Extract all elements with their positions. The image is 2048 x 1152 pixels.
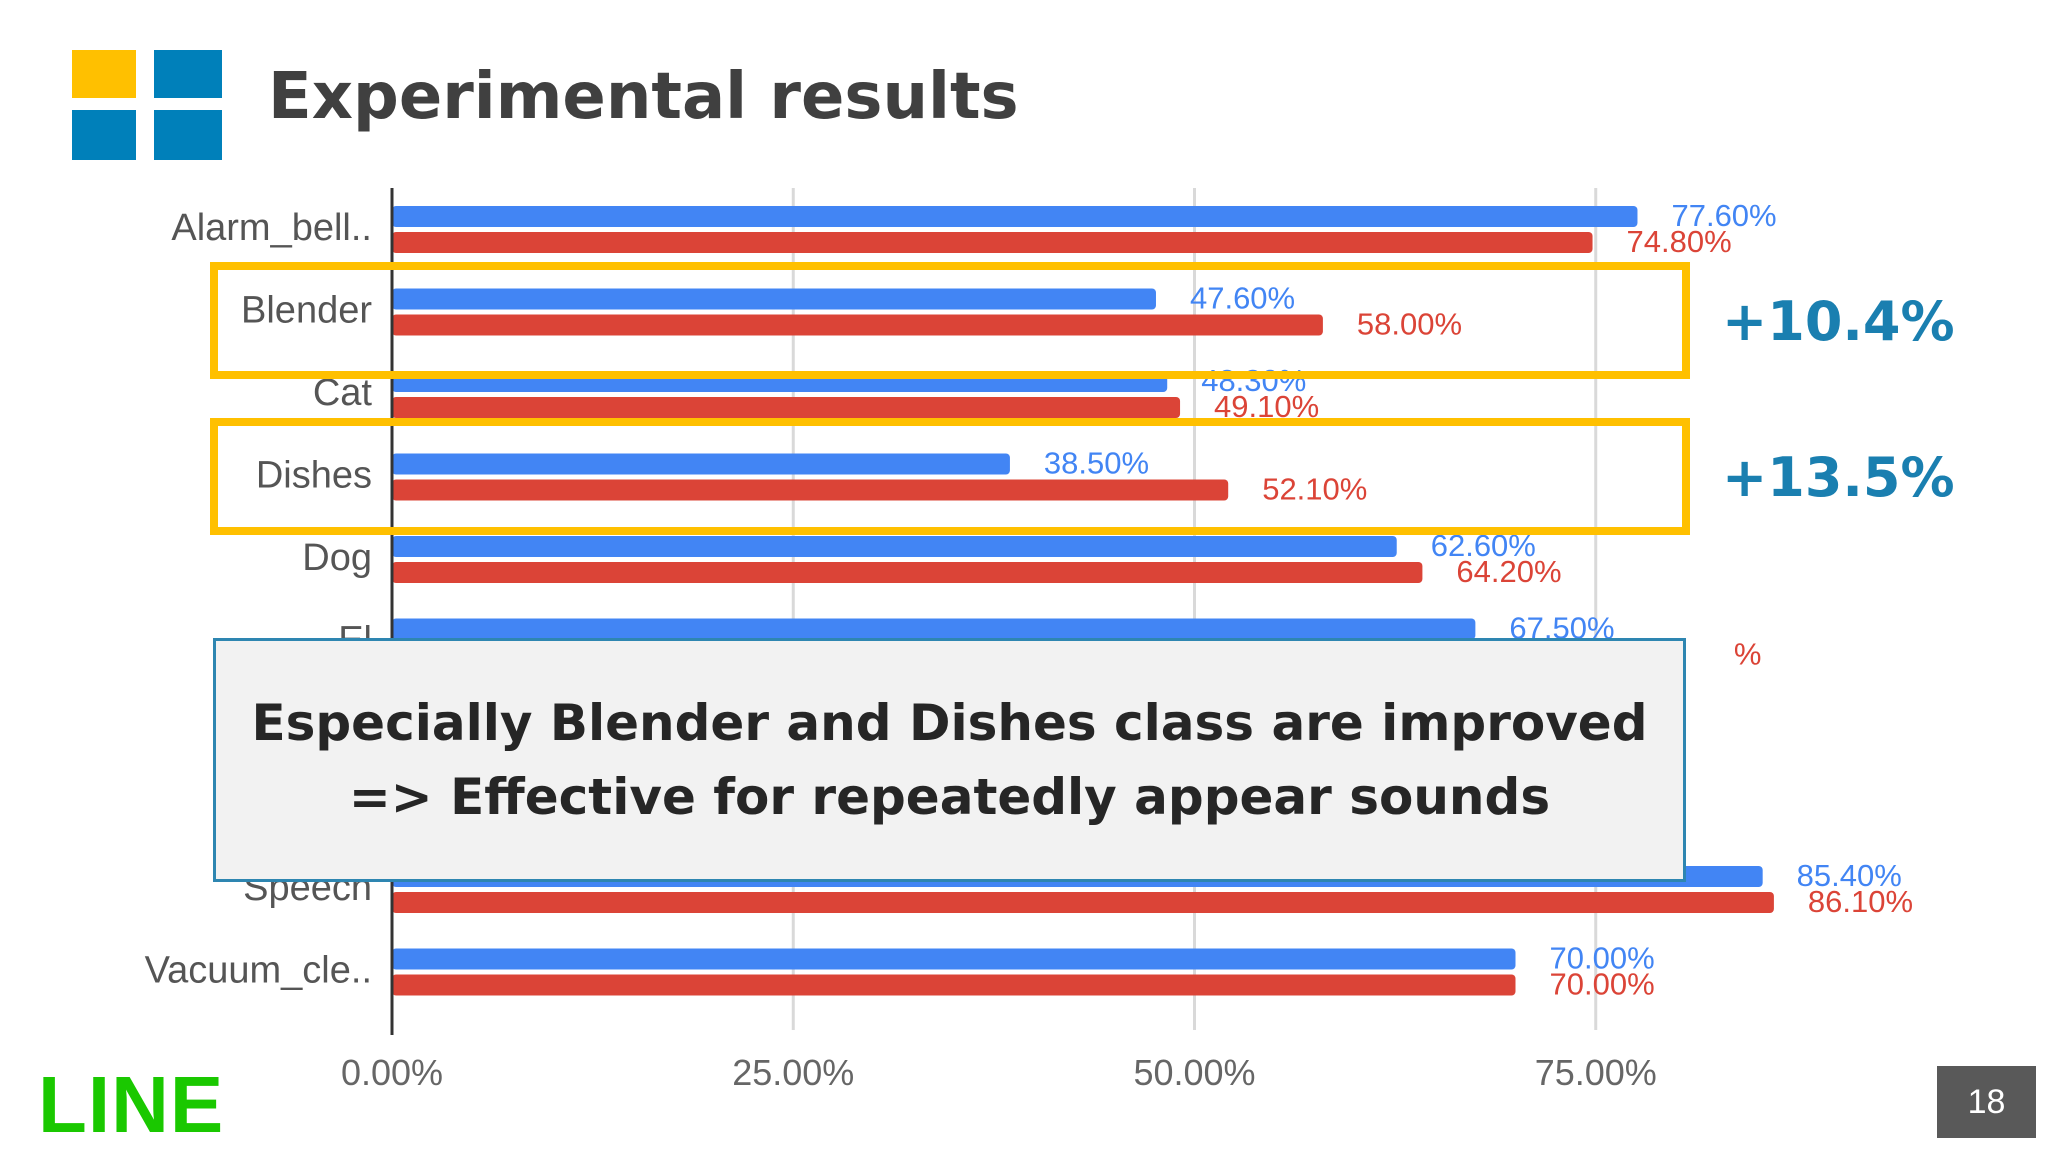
x-tick-label-3: 75.00% <box>1535 1052 1657 1093</box>
bar-red-9 <box>392 974 1516 996</box>
page-number: 18 <box>1937 1066 2036 1138</box>
value-label-blue-2: 48.30% <box>1201 363 1306 398</box>
value-label-blue-1: 47.60% <box>1190 281 1295 316</box>
improvement-label-dishes: +13.5% <box>1722 446 1955 509</box>
value-label-red-3: 52.10% <box>1262 472 1367 507</box>
slide-logo <box>72 50 222 160</box>
category-label-2: Cat <box>313 372 373 414</box>
x-tick-label-1: 25.00% <box>732 1052 854 1093</box>
brand-logo: LINE <box>38 1060 225 1149</box>
bar-blue-0 <box>392 206 1638 227</box>
bar-blue-9 <box>392 948 1516 970</box>
value-label-blue-8: 85.40% <box>1797 858 1902 893</box>
bar-blue-5 <box>392 618 1476 640</box>
value-label-red-1: 58.00% <box>1357 307 1462 342</box>
bar-red-1 <box>392 314 1323 336</box>
category-label-0: Alarm_bell.. <box>171 207 372 249</box>
bar-blue-4 <box>392 536 1397 557</box>
logo-square-blue-bottom-right <box>154 110 222 160</box>
bar-red-3 <box>392 479 1229 501</box>
x-tick-label-2: 50.00% <box>1133 1052 1255 1093</box>
bar-red-2 <box>392 397 1181 418</box>
bar-red-8 <box>392 892 1774 913</box>
value-label-blue-3: 38.50% <box>1044 446 1149 481</box>
x-tick-label-0: 0.00% <box>341 1052 443 1093</box>
improvement-label-blender: +10.4% <box>1722 290 1955 353</box>
category-label-4: Dog <box>302 537 372 579</box>
highlight-box-dishes <box>210 418 1690 535</box>
bar-blue-3 <box>392 453 1010 475</box>
value-label-red-4: 64.20% <box>1456 554 1561 589</box>
page-title: Experimental results <box>268 60 1019 134</box>
callout-line-2: => Effective for repeatedly appear sound… <box>348 768 1551 826</box>
value-label-red-0: 74.80% <box>1627 224 1732 259</box>
category-label-3: Dishes <box>256 455 372 497</box>
category-label-9: Vacuum_cle.. <box>145 950 372 992</box>
bar-blue-1 <box>392 288 1156 310</box>
bar-red-4 <box>392 562 1423 583</box>
logo-square-blue-bottom-left <box>72 110 136 160</box>
value-label-red-5: % <box>1734 637 1762 672</box>
value-label-blue-9: 70.00% <box>1550 941 1655 976</box>
logo-square-blue-top <box>154 50 222 98</box>
value-label-red-8: 86.10% <box>1808 884 1913 919</box>
category-label-1: Blender <box>241 290 372 332</box>
callout-box: Especially Blender and Dishes class are … <box>213 638 1686 882</box>
value-label-red-9: 70.00% <box>1550 967 1655 1002</box>
value-label-blue-0: 77.60% <box>1671 198 1776 233</box>
highlight-box-blender <box>210 262 1690 379</box>
logo-square-yellow <box>72 50 136 98</box>
callout-line-1: Especially Blender and Dishes class are … <box>251 694 1648 752</box>
bar-red-0 <box>392 232 1593 253</box>
